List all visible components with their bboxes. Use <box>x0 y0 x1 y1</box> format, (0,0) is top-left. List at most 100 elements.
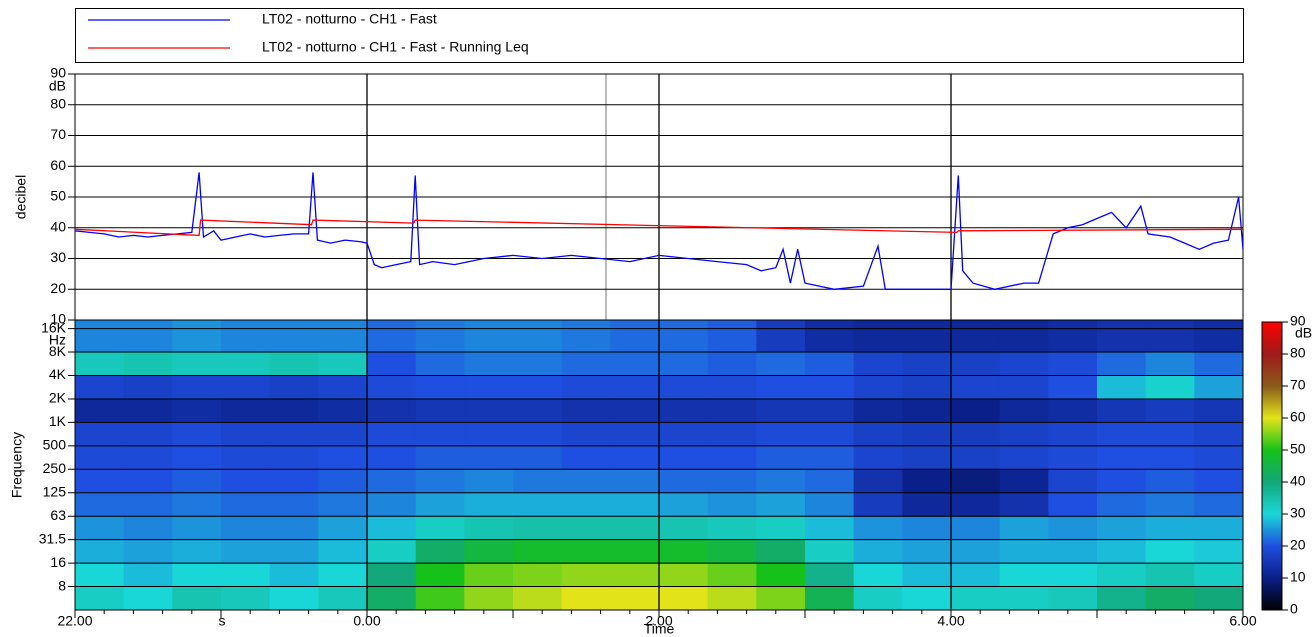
heatmap-cell <box>513 320 563 353</box>
heatmap-cell <box>902 445 952 470</box>
heatmap-cell <box>221 320 271 353</box>
heatmap-cell <box>415 398 465 423</box>
heatmap-cell <box>999 516 1049 541</box>
heatmap-cell <box>221 539 271 564</box>
heatmap-cell <box>707 375 757 400</box>
colorbar-tick-label: 20 <box>1290 537 1306 553</box>
heatmap-cell <box>805 586 855 611</box>
heatmap-cell <box>610 563 660 588</box>
series-line <box>74 219 1244 237</box>
heatmap-cell <box>75 398 125 423</box>
y-tick-label: 4K <box>49 366 67 382</box>
series-line <box>74 172 1244 290</box>
heatmap-cell <box>659 516 709 541</box>
x-tick-label: 0.00 <box>353 613 380 629</box>
y-tick-label: 63 <box>50 507 66 523</box>
heatmap-cell <box>1048 320 1098 353</box>
heatmap-cell <box>805 352 855 376</box>
heatmap-cell <box>221 398 271 423</box>
heatmap-cell <box>805 469 855 494</box>
heatmap-cell <box>902 320 952 353</box>
heatmap-cell <box>902 352 952 376</box>
heatmap-cell <box>1048 516 1098 541</box>
heatmap-cell <box>513 469 563 494</box>
heatmap-cell <box>318 516 368 541</box>
heatmap-cell <box>269 586 319 611</box>
heatmap-cell <box>172 586 222 611</box>
heatmap-cell <box>1048 492 1098 517</box>
heatmap-cell <box>367 445 417 470</box>
heatmap-cell <box>415 563 465 588</box>
y-tick-label: 125 <box>43 483 67 499</box>
heatmap-cell <box>1145 352 1195 376</box>
y-tick-label: 20 <box>50 280 66 296</box>
heatmap-cell <box>756 469 806 494</box>
heatmap-cell <box>610 492 660 517</box>
heatmap-cell <box>999 352 1049 376</box>
heatmap-cell <box>367 539 417 564</box>
heatmap-cell <box>853 516 903 541</box>
x-tick-label: 22.00 <box>57 613 92 629</box>
heatmap-cell <box>1097 398 1147 423</box>
heatmap-cell <box>415 320 465 353</box>
heatmap-cell <box>561 352 611 376</box>
heatmap-cell <box>464 563 514 588</box>
x-axis-title: Time <box>644 621 675 637</box>
heatmap-cell <box>1194 320 1244 353</box>
heatmap-cell <box>659 352 709 376</box>
heatmap-cell <box>172 492 222 517</box>
heatmap-cell <box>659 492 709 517</box>
heatmap-cell <box>75 586 125 611</box>
heatmap-cell <box>75 320 125 353</box>
heatmap-cell <box>610 469 660 494</box>
heatmap-cell <box>999 586 1049 611</box>
heatmap-cell <box>75 422 125 447</box>
heatmap-cell <box>902 539 952 564</box>
heatmap-cell <box>561 492 611 517</box>
heatmap-cell <box>269 563 319 588</box>
heatmap-cell <box>853 586 903 611</box>
heatmap-cell <box>221 586 271 611</box>
heatmap-cell <box>610 586 660 611</box>
heatmap-cell <box>172 352 222 376</box>
heatmap-cell <box>1097 563 1147 588</box>
y-tick-label: 10 <box>50 311 66 327</box>
heatmap-cell <box>464 469 514 494</box>
colorbar-tick-label: 60 <box>1290 409 1306 425</box>
heatmap-cell <box>951 445 1001 470</box>
heatmap-cell <box>172 516 222 541</box>
heatmap-cell <box>805 398 855 423</box>
heatmap-cell <box>1194 539 1244 564</box>
heatmap-cell <box>756 375 806 400</box>
heatmap-cell <box>367 352 417 376</box>
heatmap-cell <box>367 398 417 423</box>
heatmap-cell <box>367 320 417 353</box>
heatmap-cell <box>269 492 319 517</box>
y-tick-label: 90 <box>50 65 66 81</box>
y-tick-label: 40 <box>50 218 66 234</box>
heatmap-cell <box>318 469 368 494</box>
heatmap-cell <box>75 352 125 376</box>
heatmap-cell <box>75 516 125 541</box>
heatmap-cell <box>1145 469 1195 494</box>
heatmap-cell <box>1048 445 1098 470</box>
heatmap-cell <box>561 563 611 588</box>
heatmap-cell <box>269 320 319 353</box>
heatmap-cell <box>999 469 1049 494</box>
heatmap-cell <box>415 422 465 447</box>
heatmap-cell <box>902 492 952 517</box>
heatmap-cell <box>853 320 903 353</box>
heatmap-cell <box>707 516 757 541</box>
y-tick-label: 80 <box>50 95 66 111</box>
heatmap-cell <box>659 469 709 494</box>
heatmap-cell <box>1145 586 1195 611</box>
heatmap-cell <box>951 375 1001 400</box>
heatmap-cell <box>805 375 855 400</box>
heatmap-cell <box>1194 352 1244 376</box>
heatmap-cell <box>1048 563 1098 588</box>
heatmap-cell <box>951 586 1001 611</box>
colorbar-tick-label: 50 <box>1290 441 1306 457</box>
heatmap-cell <box>999 320 1049 353</box>
y-tick-label: 2K <box>49 390 67 406</box>
heatmap-cell <box>172 320 222 353</box>
